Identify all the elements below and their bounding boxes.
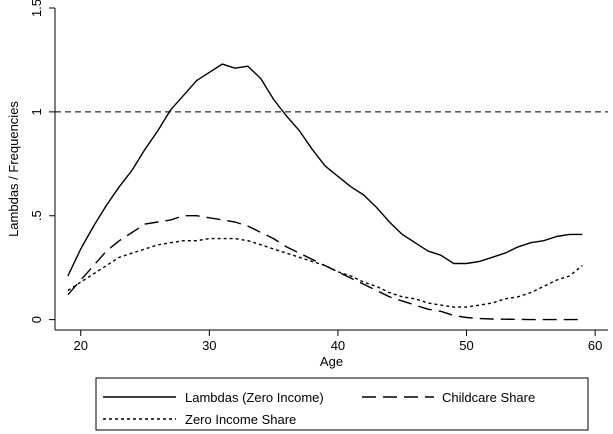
- legend-label-lambdas: Lambdas (Zero Income): [185, 390, 324, 405]
- x-tick-label: 20: [73, 338, 87, 353]
- series-layer: [67, 63, 583, 321]
- legend-box: [95, 377, 589, 431]
- x-axis-title: Age: [320, 354, 343, 369]
- series-line-childcare: [67, 215, 583, 321]
- legend-label-childcare: Childcare Share: [442, 390, 535, 405]
- series-line-zero-income: [67, 237, 583, 308]
- series-line-lambdas: [67, 63, 583, 277]
- y-axis-title: Lambdas / Frequencies: [6, 101, 21, 237]
- y-tick-label: 0: [29, 316, 44, 323]
- y-tick-label: 1.5: [29, 0, 44, 17]
- legend: Lambdas (Zero Income) Childcare Share Ze…: [95, 377, 589, 431]
- legend-label-zero-income: Zero Income Share: [185, 412, 296, 427]
- y-tick-label: .5: [29, 210, 44, 221]
- x-tick-label: 40: [331, 338, 345, 353]
- axes-layer: 0 .5 1 1.5 20 30 40 50 60: [29, 0, 608, 353]
- x-tick-label: 60: [588, 338, 602, 353]
- x-tick-label: 30: [202, 338, 216, 353]
- y-tick-label: 1: [29, 108, 44, 115]
- x-tick-label: 50: [459, 338, 473, 353]
